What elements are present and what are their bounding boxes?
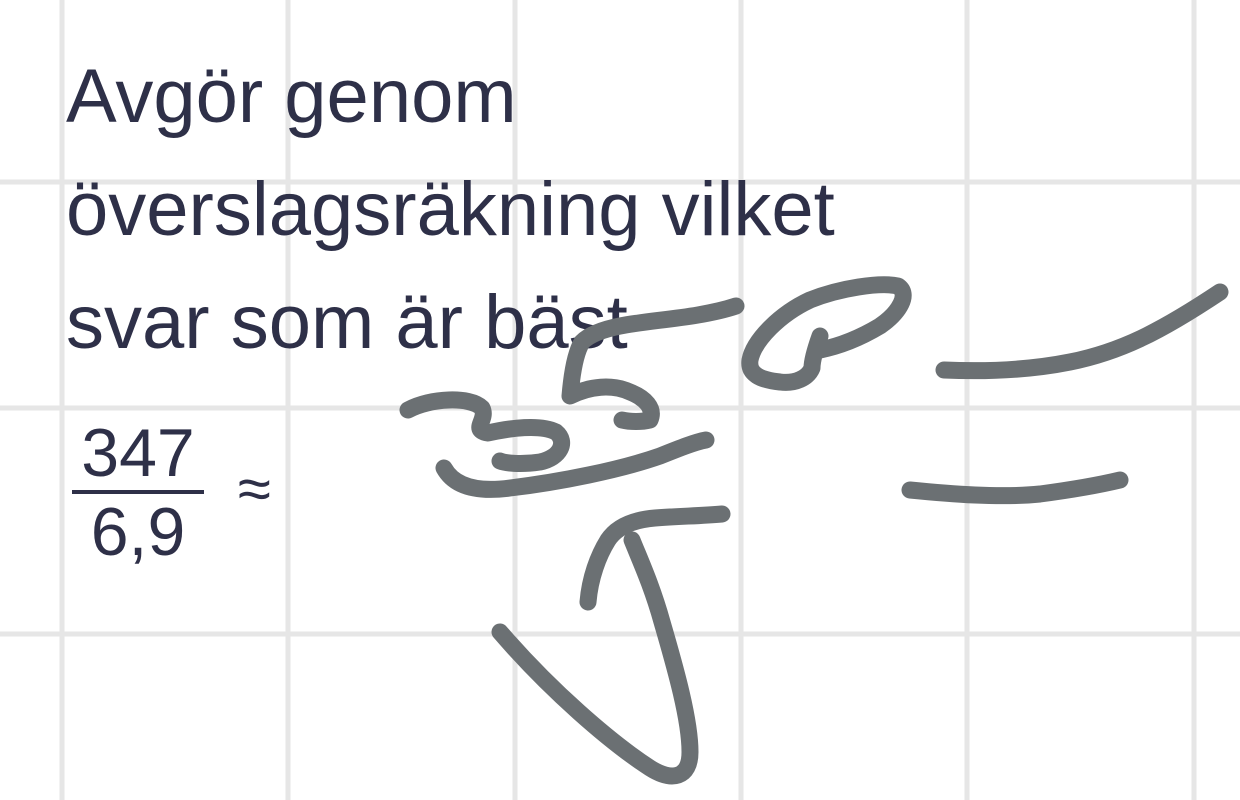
ink-stroke-dash-lower xyxy=(901,471,1129,505)
math-expression: 347 6,9 ≈ xyxy=(72,418,271,567)
fraction-denominator: 6,9 xyxy=(90,494,186,570)
ink-stroke-underline xyxy=(435,431,715,498)
question-line: överslagsräkning vilket xyxy=(66,167,835,252)
fraction-bar xyxy=(72,490,204,494)
ink-stroke-check xyxy=(491,531,699,785)
question-line: Avgör genom xyxy=(66,54,517,139)
question-text: Avgör genom överslagsräkning vilket svar… xyxy=(66,40,966,379)
ink-stroke-five xyxy=(561,297,745,430)
ink-stroke-scribble xyxy=(399,391,570,473)
ink-stroke-top-bar xyxy=(579,505,731,611)
ink-stroke-zero xyxy=(741,276,912,391)
question-line: svar som är bäst xyxy=(66,280,628,365)
fraction: 347 6,9 xyxy=(72,418,204,567)
fraction-numerator: 347 xyxy=(81,415,195,491)
approx-symbol: ≈ xyxy=(238,455,271,522)
ink-stroke-dash-upper xyxy=(935,283,1229,380)
